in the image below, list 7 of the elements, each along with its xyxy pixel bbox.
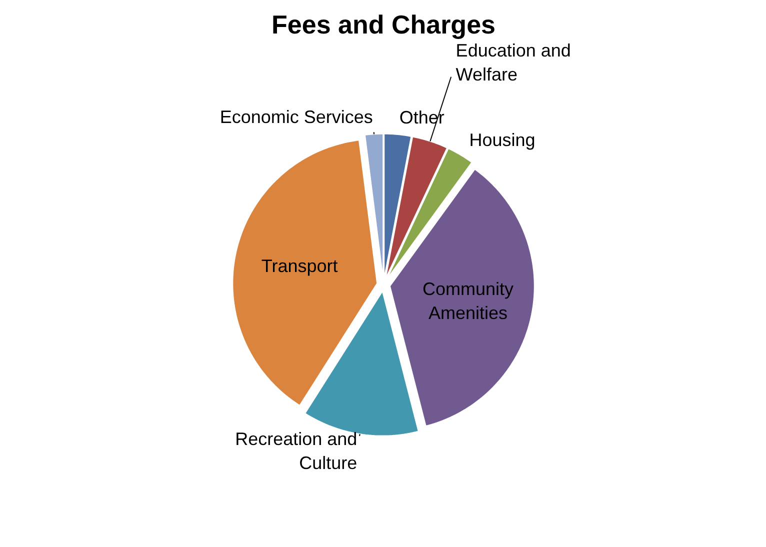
chart-title: Fees and Charges bbox=[272, 9, 496, 40]
slice-label: Community Amenities bbox=[422, 278, 514, 323]
slice-label: Transport bbox=[261, 256, 338, 276]
slice-label: Recreation and Culture bbox=[235, 429, 358, 474]
slice-label: Economic Services bbox=[220, 106, 373, 127]
slice-label: Housing bbox=[469, 130, 536, 150]
slice-label: Education and Welfare bbox=[456, 40, 571, 84]
